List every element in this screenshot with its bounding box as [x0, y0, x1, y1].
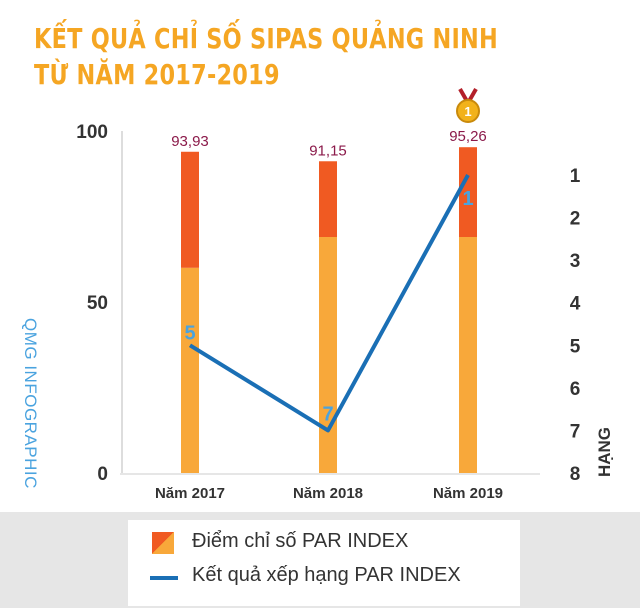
rank-point-label: 5	[184, 322, 195, 344]
left-axis: 0 50 100	[76, 122, 123, 485]
bars: 93,93 91,15 95,26	[171, 128, 487, 473]
medal-disc	[456, 99, 480, 123]
right-tick-label: 8	[570, 464, 581, 485]
bar-value-label: 91,15	[309, 142, 347, 159]
rank-point-label: 1	[462, 188, 473, 210]
x-tick-label: Năm 2019	[433, 485, 503, 502]
legend-item-par-index-rank: Kết quả xếp hạng PAR INDEX	[192, 564, 461, 586]
right-tick-label: 5	[570, 336, 581, 357]
medal-icon: 1	[456, 88, 480, 123]
rank-point-label: 7	[322, 403, 333, 425]
bar-base-segment	[459, 237, 477, 473]
rank-line-layer: 5 7 1	[184, 174, 474, 433]
left-tick-label: 0	[97, 464, 108, 485]
bar-value-label: 95,26	[449, 128, 487, 145]
right-tick-label: 7	[570, 421, 581, 442]
bar-top-segment	[459, 147, 477, 238]
bar-base-segment	[319, 237, 337, 473]
right-axis: 1 2 3 4 5 6 7 8 HẠNG	[570, 166, 614, 485]
legend-line-swatch	[150, 576, 178, 580]
left-tick-label: 50	[87, 293, 108, 314]
medal-number: 1	[464, 104, 471, 119]
bar-top-segment	[319, 161, 337, 238]
left-tick-label: 100	[76, 122, 108, 143]
right-tick-label: 4	[570, 294, 581, 315]
x-axis: Năm 2017 Năm 2018 Năm 2019	[120, 473, 540, 502]
rank-line	[188, 174, 470, 433]
watermark: QMG INFOGRAPHIC	[21, 318, 40, 489]
right-tick-label: 6	[570, 379, 581, 400]
chart-title-line-1: KẾT QUẢ CHỈ SỐ SIPAS QUẢNG NINH	[34, 22, 499, 55]
bar-base-segment	[181, 267, 199, 473]
right-tick-label: 3	[570, 251, 581, 272]
x-tick-label: Năm 2017	[155, 485, 225, 502]
chart-title-line-2: TỪ NĂM 2017-2019	[34, 58, 280, 91]
legend: Điểm chỉ số PAR INDEX Kết quả xếp hạng P…	[128, 520, 520, 606]
bar-top-segment	[181, 151, 199, 268]
legend-bar-swatch	[152, 532, 174, 554]
right-tick-label: 2	[570, 209, 581, 230]
right-tick-label: 1	[570, 166, 581, 187]
legend-item-par-index-score: Điểm chỉ số PAR INDEX	[192, 530, 409, 552]
bar-value-label: 93,93	[171, 133, 209, 150]
x-tick-label: Năm 2018	[293, 485, 363, 502]
right-axis-label: HẠNG	[595, 427, 614, 477]
